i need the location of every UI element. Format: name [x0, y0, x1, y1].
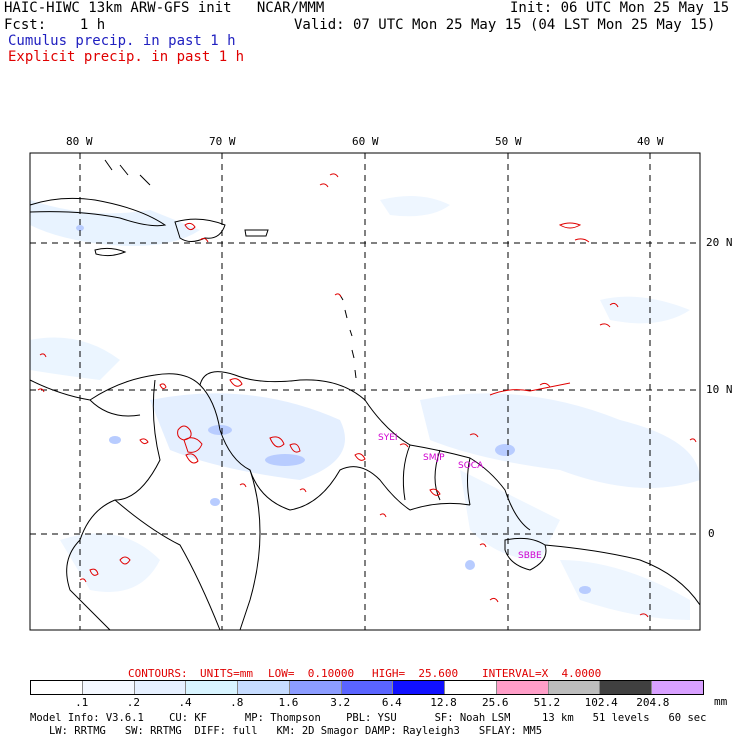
- legend-label: .8: [230, 696, 244, 709]
- legend-swatch: [133, 681, 186, 694]
- explicit-precip-contours: [37, 173, 697, 618]
- legend-label: 51.2: [533, 696, 561, 709]
- legend-label: 12.8: [430, 696, 457, 709]
- legend-swatch: [392, 681, 445, 694]
- legend-label: 3.2: [330, 696, 351, 709]
- lon-label-70w: 70 W: [209, 135, 236, 148]
- legend-label: .4: [178, 696, 192, 709]
- model-info-line2: LW: RRTMG SW: RRTMG DIFF: full KM: 2D Sm…: [30, 725, 543, 737]
- legend-label: .1: [75, 696, 89, 709]
- contours-units: UNITS=mm: [200, 667, 253, 680]
- legend-swatch: [288, 681, 341, 694]
- lon-label-80w: 80 W: [66, 135, 93, 148]
- legend-swatch: [599, 681, 652, 694]
- legend-swatch: [237, 681, 289, 694]
- valid-time: Valid: 07 UTC Mon 25 May 15 (04 LST Mon …: [294, 17, 716, 33]
- station-smjp: SMJP: [423, 453, 445, 463]
- lon-label-50w: 50 W: [495, 135, 522, 148]
- legend-swatch: [340, 681, 393, 694]
- legend-label: 204.8: [636, 696, 670, 709]
- model-title: HAIC-HIWC 13km ARW-GFS init NCAR/MMM: [4, 0, 325, 16]
- contours-high: HIGH= 25.600: [372, 667, 459, 680]
- model-info-line1: Model Info: V3.6.1 CU: KF MP: Thompson P…: [30, 712, 707, 724]
- legend-label: 1.6: [278, 696, 299, 709]
- legend-swatch: [31, 681, 82, 694]
- legend-swatch: [495, 681, 548, 694]
- color-legend: [30, 680, 704, 695]
- forecast-hour: Fcst: 1 h: [4, 17, 106, 33]
- contours-label: CONTOURS:: [128, 667, 188, 680]
- station-syei: SYEI: [378, 433, 398, 443]
- legend-label: 102.4: [584, 696, 618, 709]
- legend-swatch: [651, 681, 703, 694]
- coastlines: [29, 159, 701, 631]
- station-markers: SYEI SMJP SOCA SBBE: [378, 433, 542, 561]
- lat-label-20n: 20 N: [706, 236, 733, 249]
- lon-label-40w: 40 W: [637, 135, 664, 148]
- legend-unit: mm: [714, 695, 728, 708]
- lat-lon-grid: [30, 153, 700, 630]
- legend-swatch: [547, 681, 600, 694]
- legend-label: .2: [126, 696, 140, 709]
- lat-label-10n: 10 N: [706, 383, 733, 396]
- legend-swatch: [81, 681, 134, 694]
- contours-low: LOW= 0.10000: [268, 667, 355, 680]
- station-soca: SOCA: [458, 461, 484, 471]
- lat-label-0: 0: [708, 527, 715, 540]
- lon-label-60w: 60 W: [352, 135, 379, 148]
- contours-interval: INTERVAL=X 4.0000: [482, 667, 602, 680]
- cumulus-precip-heavy: [76, 225, 591, 594]
- legend-labels: .1 .2 .4 .8 1.6 3.2 6.4 12.8 25.6 51.2 102.4 204.8: [30, 696, 702, 709]
- explicit-title: Explicit precip. in past 1 h: [8, 49, 245, 65]
- init-time: Init: 06 UTC Mon 25 May 15: [510, 0, 730, 16]
- cumulus-title: Cumulus precip. in past 1 h: [8, 33, 236, 49]
- legend-label: 6.4: [381, 696, 402, 709]
- legend-swatch: [444, 681, 496, 694]
- legend-label: 25.6: [481, 696, 509, 709]
- legend-swatch: [185, 681, 238, 694]
- station-sbbe: SBBE: [518, 551, 542, 561]
